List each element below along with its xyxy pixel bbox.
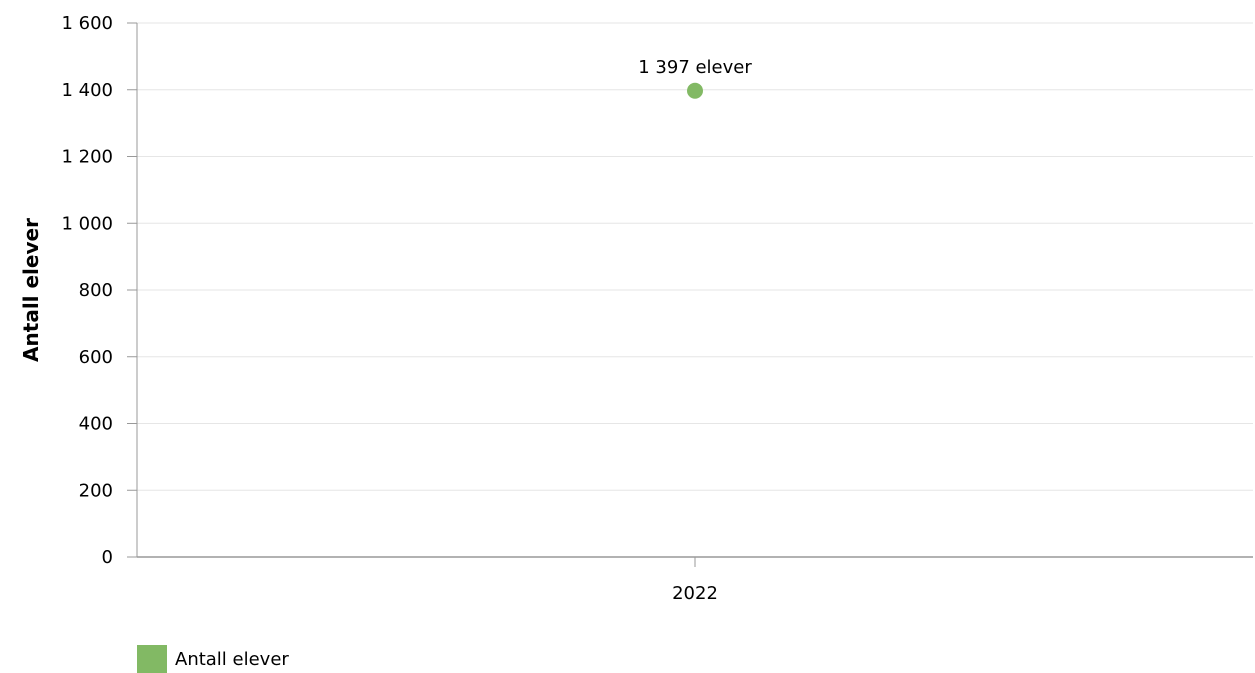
axes — [127, 22, 1253, 567]
y-tick-label: 0 — [102, 547, 113, 568]
grid-lines — [137, 22, 1253, 491]
y-axis-title: Antall elever — [19, 218, 43, 362]
y-tick-label: 600 — [79, 347, 113, 368]
y-tick-label: 400 — [79, 414, 113, 435]
y-tick-label: 1 200 — [61, 147, 113, 168]
y-tick-label: 1 400 — [61, 80, 113, 101]
data-label: 1 397 elever — [638, 57, 752, 78]
x-tick-label: 2022 — [672, 583, 718, 604]
legend[interactable]: Antall elever — [137, 645, 289, 673]
data-points: 1 397 elever — [638, 57, 752, 99]
y-tick-labels: 0 200 400 600 800 1 000 1 200 1 400 1 600 — [61, 13, 113, 568]
y-tick-label: 800 — [79, 280, 113, 301]
x-tick-labels: 2022 — [672, 583, 718, 604]
legend-swatch-antall-elever — [137, 645, 167, 673]
legend-label-antall-elever: Antall elever — [175, 648, 289, 670]
y-tick-label: 1 000 — [61, 213, 113, 234]
data-point[interactable] — [687, 82, 703, 99]
y-tick-label: 200 — [79, 480, 113, 501]
y-tick-label: 1 600 — [61, 13, 113, 34]
